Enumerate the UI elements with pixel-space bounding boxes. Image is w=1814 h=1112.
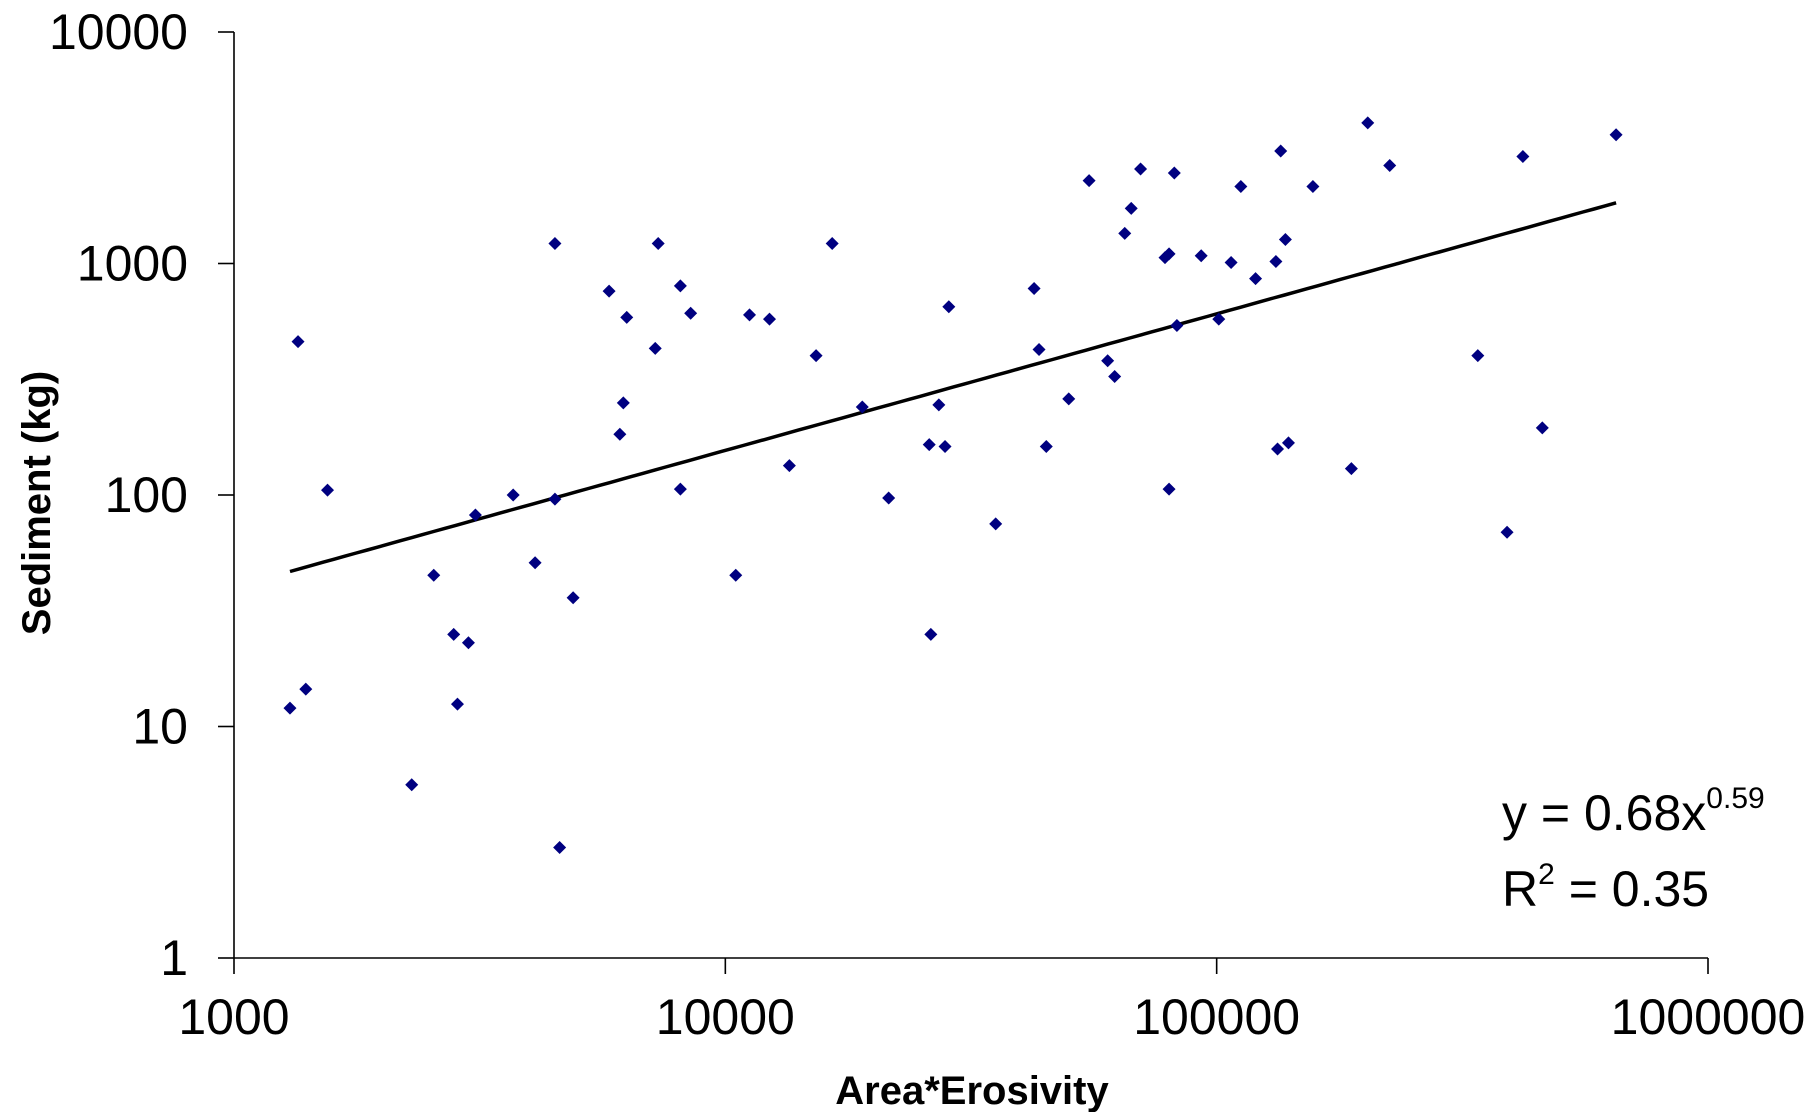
data-point [1162,247,1176,261]
data-point [1471,349,1485,363]
data-point [1269,255,1283,269]
data-point [1344,462,1358,476]
data-point [506,488,520,502]
data-point [450,697,464,711]
data-point [548,492,562,506]
data-point [1224,255,1238,269]
data-point [461,636,475,650]
data-point [528,556,542,570]
data-point [553,841,567,855]
data-point [1027,281,1041,295]
data-point [616,396,630,410]
x-tick-label: 1000000 [1611,989,1806,1045]
data-point [1306,180,1320,194]
y-tick-label: 1 [160,930,188,986]
data-point [673,279,687,293]
data-point [1212,312,1226,326]
data-point [855,400,869,414]
data-point [743,308,757,322]
x-axis-ticks: 1000 10000 100000 1000000 [178,958,1805,1045]
x-tick-label: 100000 [1133,989,1300,1045]
data-point [1118,226,1132,240]
power-trendline [289,201,1617,574]
data-point [1535,421,1549,435]
data-point [684,306,698,320]
data-point [648,341,662,355]
data-point [1082,174,1096,188]
data-point [1167,166,1181,180]
data-point [882,491,896,505]
r2-value: = 0.35 [1555,861,1709,917]
equation-text: y = 0.68x [1502,785,1706,841]
data-point [1039,439,1053,453]
data-point [1500,525,1514,539]
data-point [1101,354,1115,368]
data-point [942,300,956,314]
data-point [1274,144,1288,158]
data-point [283,701,297,715]
data-point [1383,159,1397,173]
trendline-layer [289,201,1617,574]
data-point [673,482,687,496]
y-axis-title: Sediment (kg) [15,371,59,635]
x-axis-title: Area*Erosivity [835,1069,1109,1112]
data-point [1032,343,1046,357]
data-point [566,591,580,605]
data-point [1062,392,1076,406]
r2-prefix: R [1502,861,1538,917]
data-point [1124,201,1138,215]
data-point [938,439,952,453]
data-point [1281,436,1295,450]
data-point [922,438,936,452]
data-point [989,517,1003,531]
axes [233,32,1708,959]
data-point [1249,272,1263,286]
data-point [1234,180,1248,194]
data-point [447,627,461,641]
y-tick-label: 10 [132,699,188,755]
x-tick-label: 10000 [656,989,795,1045]
r2-superscript: 2 [1538,858,1555,891]
data-point [602,284,616,298]
data-points [283,116,1623,855]
r-squared-label: R2 = 0.35 [1502,858,1709,917]
data-point [291,335,305,349]
data-point [1108,369,1122,383]
data-point [468,508,482,522]
data-point [782,459,796,473]
data-point [729,568,743,582]
data-point [620,310,634,324]
data-point [299,682,313,696]
equation-exponent: 0.59 [1706,782,1764,815]
y-axis-ticks: 1 10 100 1000 10000 [49,4,234,986]
data-point [405,778,419,792]
y-tick-label: 10000 [49,4,188,60]
data-point [1609,128,1623,142]
data-point [924,627,938,641]
data-point [1134,162,1148,176]
data-point [1361,116,1375,130]
data-point [651,237,665,251]
trendline-equation: y = 0.68x0.59 [1502,782,1765,841]
data-point [1194,249,1208,263]
data-point [825,237,839,251]
y-tick-label: 1000 [77,236,188,292]
data-point [548,237,562,251]
data-point [809,349,823,363]
data-point [763,312,777,326]
data-point [1271,442,1285,456]
data-point [1516,149,1530,163]
data-point [321,483,335,497]
data-point [1162,482,1176,496]
data-point [932,398,946,412]
x-tick-label: 1000 [178,989,289,1045]
data-point [613,427,627,441]
data-point [427,568,441,582]
data-point [1170,318,1184,332]
data-point [1278,232,1292,246]
y-tick-label: 100 [105,467,188,523]
